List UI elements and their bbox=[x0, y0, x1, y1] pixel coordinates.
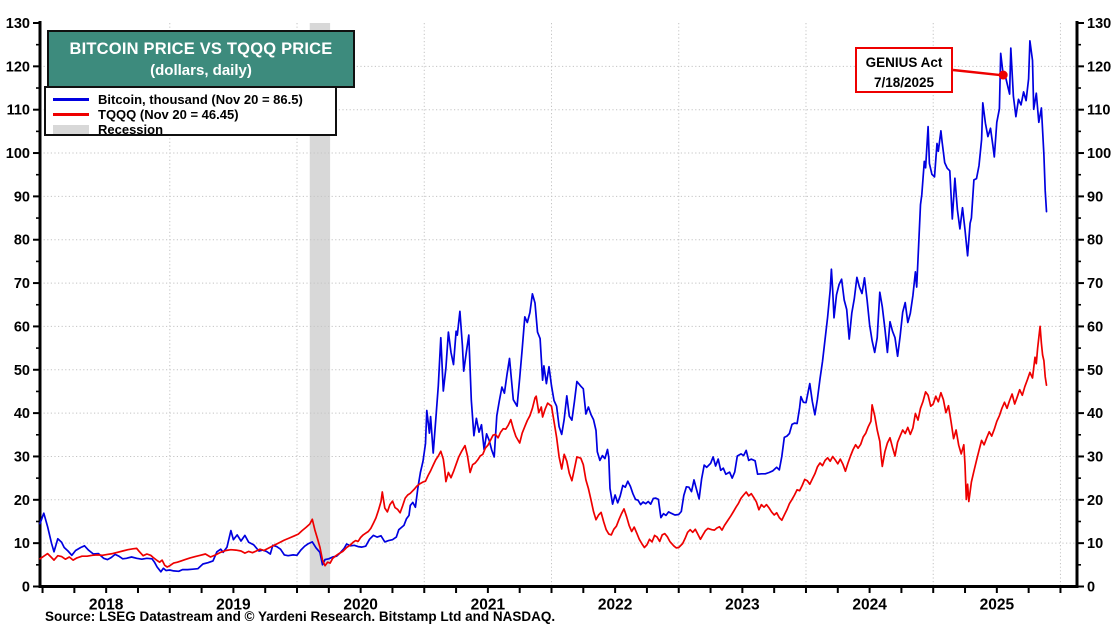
y-axis-label-left-80: 80 bbox=[14, 233, 30, 249]
recession-band bbox=[309, 23, 331, 587]
x-axis-label-2018: 2018 bbox=[89, 597, 124, 614]
source-note: Source: LSEG Datastream and © Yardeni Re… bbox=[45, 609, 556, 624]
x-axis-label-2019: 2019 bbox=[216, 597, 251, 614]
y-axis-label-left-120: 120 bbox=[6, 59, 30, 75]
legend-label-bitcoin: Bitcoin, thousand (Nov 20 = 86.5) bbox=[98, 91, 303, 107]
legend-label-tqqq: TQQQ (Nov 20 = 46.45) bbox=[98, 106, 239, 122]
y-axis-label-right-90: 90 bbox=[1087, 189, 1103, 205]
y-axis-label-left-60: 60 bbox=[14, 319, 30, 335]
y-axis-label-right-40: 40 bbox=[1087, 406, 1103, 422]
legend-label-recession: Recession bbox=[98, 121, 164, 137]
series-line-bitcoin-thousand bbox=[39, 39, 1048, 573]
y-axis-label-right-30: 30 bbox=[1087, 449, 1103, 465]
y-axis-label-left-50: 50 bbox=[14, 363, 30, 379]
recession-band-swatch bbox=[53, 124, 89, 134]
y-axis-label-left-10: 10 bbox=[14, 536, 30, 552]
y-axis-label-left-90: 90 bbox=[14, 189, 30, 205]
y-axis-label-right-80: 80 bbox=[1087, 233, 1103, 249]
annotation-target-dot bbox=[998, 70, 1008, 80]
tqqq-line-swatch bbox=[53, 112, 89, 116]
chart-title: BITCOIN PRICE VS TQQQ PRICE bbox=[69, 40, 333, 58]
x-axis-label-2025: 2025 bbox=[980, 597, 1015, 614]
annotation-arrow bbox=[952, 68, 1001, 77]
y-axis-label-right-0: 0 bbox=[1087, 580, 1095, 596]
legend-item-bitcoin: Bitcoin, thousand (Nov 20 = 86.5) bbox=[53, 91, 335, 107]
y-axis-label-left-40: 40 bbox=[14, 406, 30, 422]
y-axis-label-left-70: 70 bbox=[14, 276, 30, 292]
y-axis-label-right-100: 100 bbox=[1087, 146, 1111, 162]
x-axis-label-2024: 2024 bbox=[852, 597, 887, 614]
bitcoin-line-swatch bbox=[53, 97, 89, 101]
x-axis-label-2023: 2023 bbox=[725, 597, 760, 614]
y-axis-label-right-10: 10 bbox=[1087, 536, 1103, 552]
chart-title-box: BITCOIN PRICE VS TQQQ PRICE (dollars, da… bbox=[47, 30, 355, 88]
genius-act-annotation: GENIUS Act 7/18/2025 bbox=[855, 47, 953, 93]
y-axis-label-left-130: 130 bbox=[6, 16, 30, 32]
chart-subtitle: (dollars, daily) bbox=[150, 62, 252, 79]
x-axis-label-2021: 2021 bbox=[471, 597, 506, 614]
x-axis-label-2020: 2020 bbox=[343, 597, 377, 614]
y-axis-label-right-120: 120 bbox=[1087, 59, 1111, 75]
annotation-line2: 7/18/2025 bbox=[873, 74, 935, 90]
y-axis-label-left-20: 20 bbox=[14, 493, 30, 509]
y-axis-label-left-110: 110 bbox=[7, 103, 30, 119]
annotation-line1: GENIUS Act bbox=[865, 55, 943, 70]
y-axis-label-right-70: 70 bbox=[1087, 276, 1103, 292]
y-axis-label-right-130: 130 bbox=[1087, 16, 1111, 32]
y-axis-label-left-30: 30 bbox=[14, 449, 30, 465]
series-line-tqqq bbox=[39, 325, 1048, 568]
y-axis-label-right-110: 110 bbox=[1087, 103, 1110, 119]
y-axis-label-right-50: 50 bbox=[1087, 363, 1103, 379]
legend-item-recession: Recession bbox=[53, 121, 335, 137]
y-axis-label-right-20: 20 bbox=[1087, 493, 1103, 509]
y-axis-label-left-100: 100 bbox=[6, 146, 30, 162]
y-axis-label-right-60: 60 bbox=[1087, 319, 1103, 335]
y-axis-label-left-0: 0 bbox=[22, 580, 30, 596]
legend-item-tqqq: TQQQ (Nov 20 = 46.45) bbox=[53, 106, 335, 122]
legend: Bitcoin, thousand (Nov 20 = 86.5) TQQQ (… bbox=[44, 86, 337, 137]
x-axis-label-2022: 2022 bbox=[598, 597, 632, 614]
